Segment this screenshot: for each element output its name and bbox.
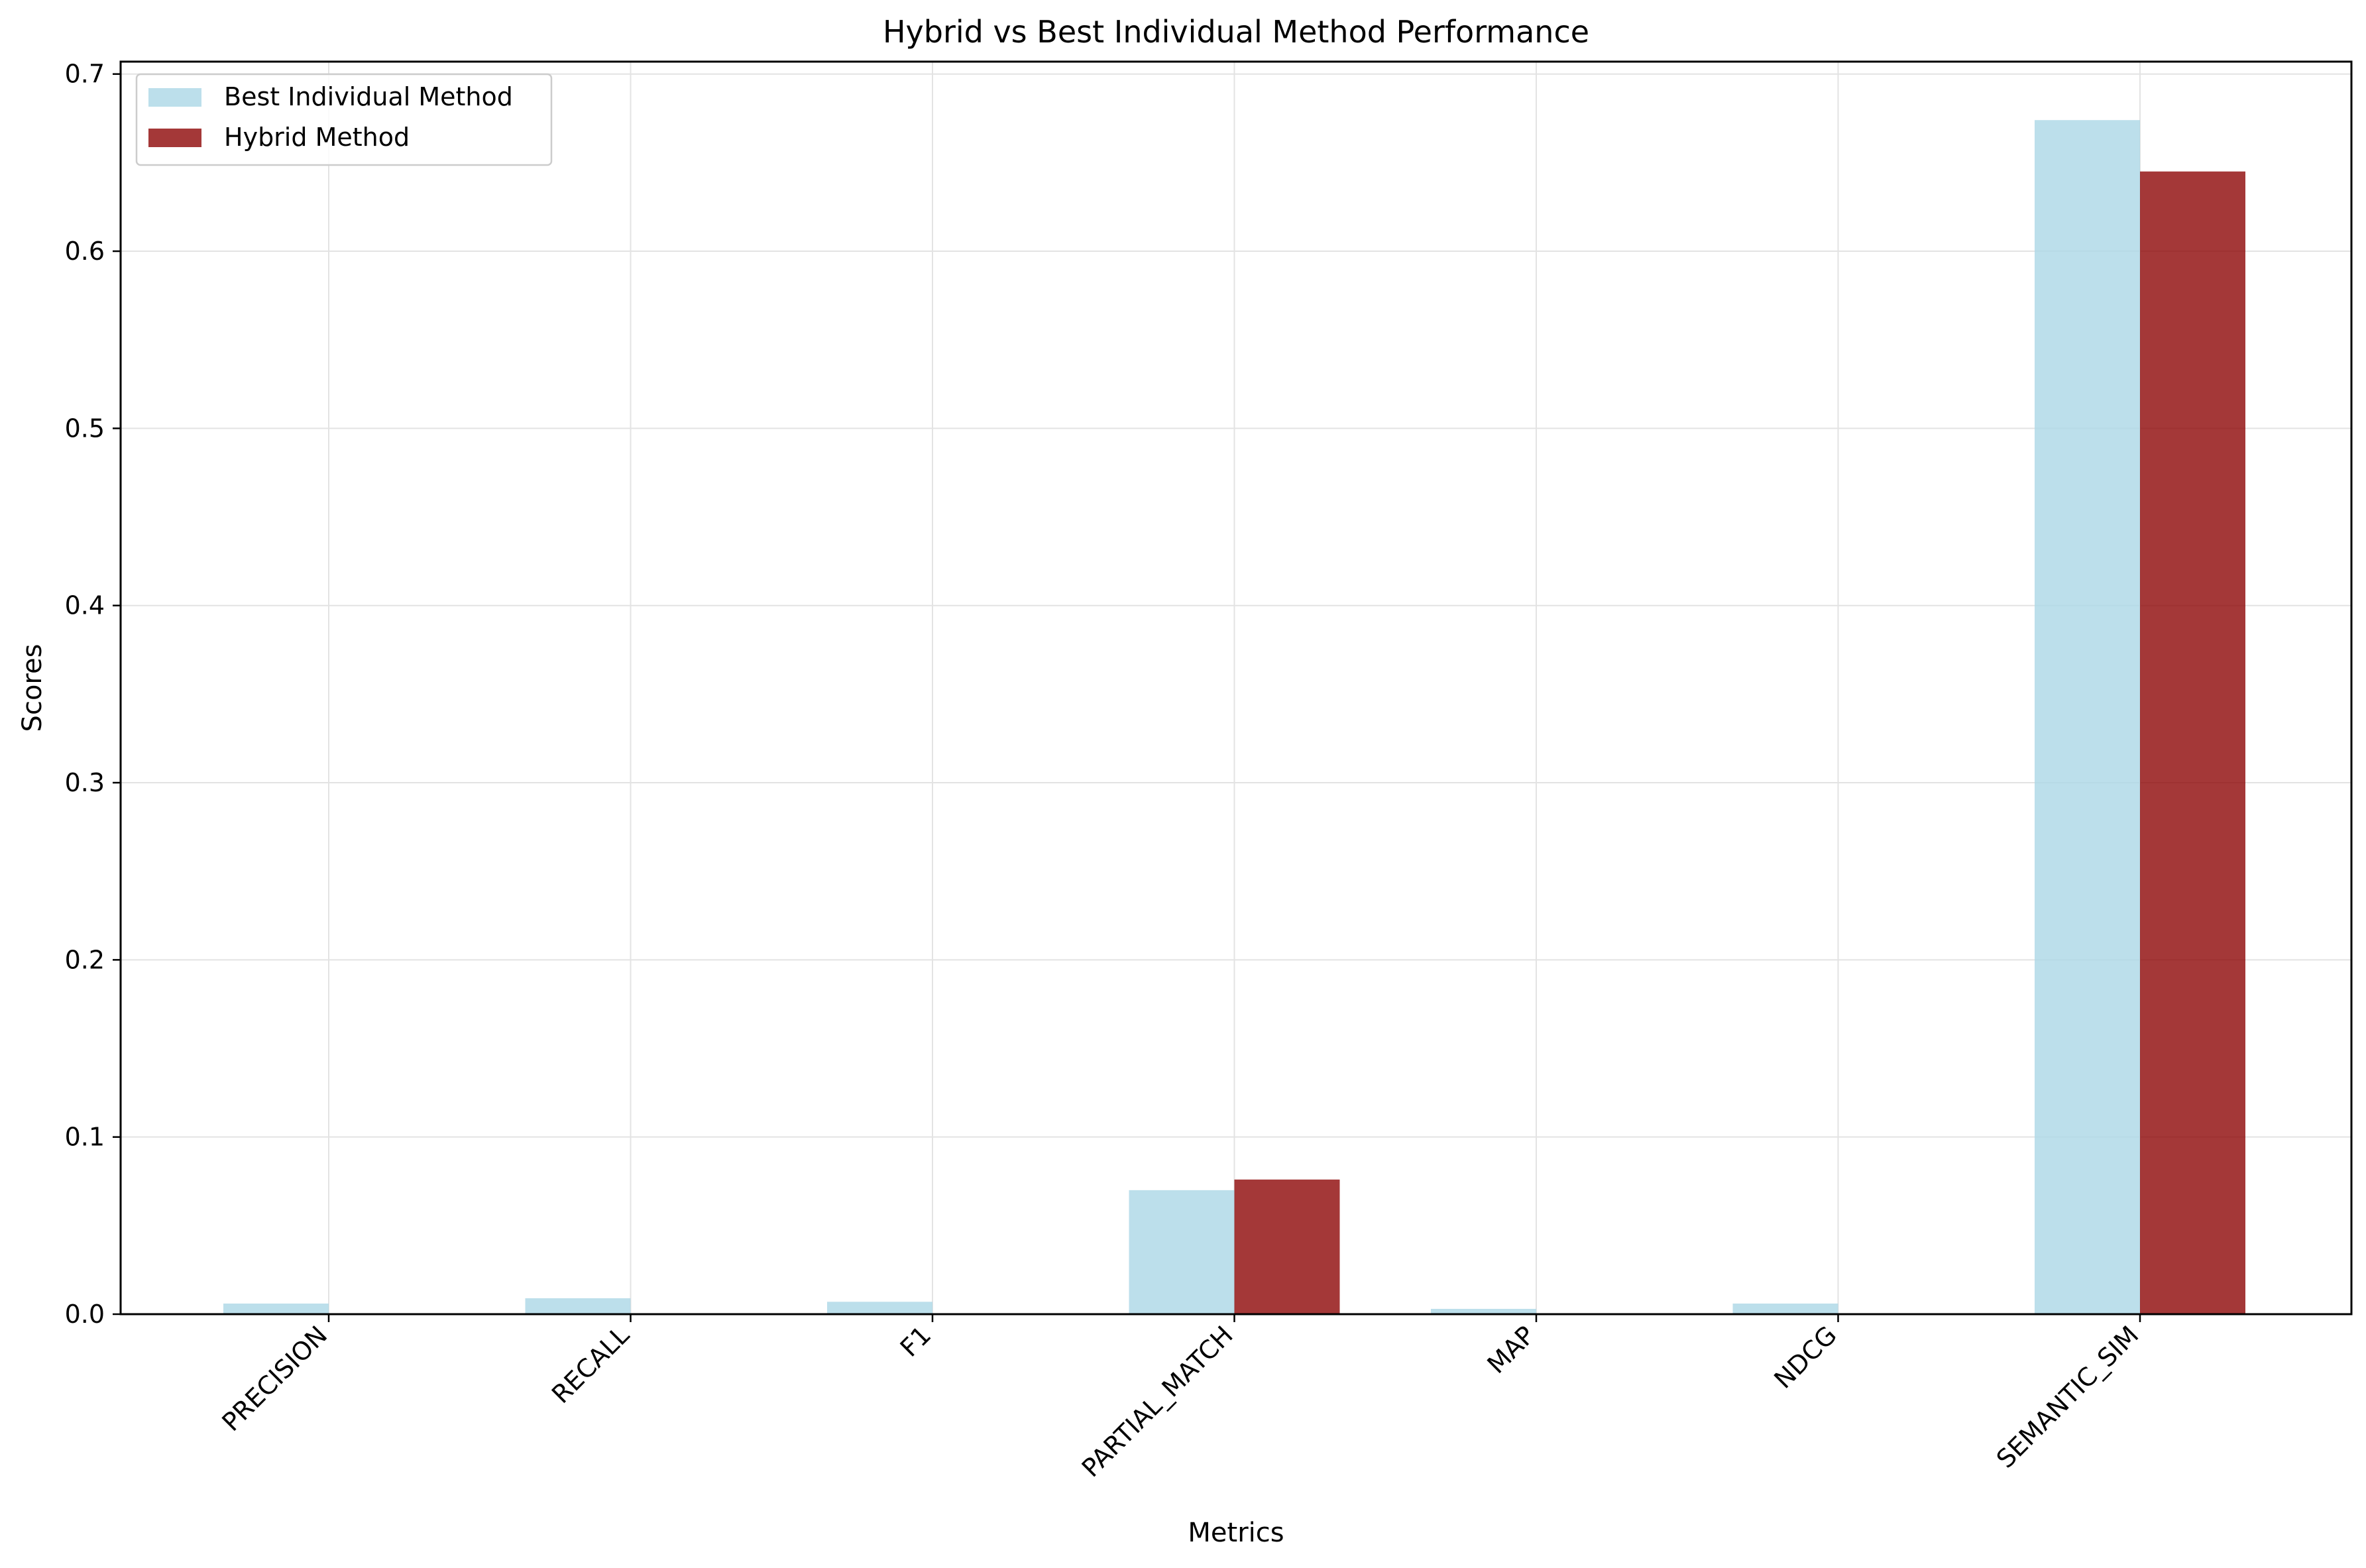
legend-swatch	[148, 129, 201, 147]
bar-hybrid-semantic_sim	[2140, 171, 2245, 1315]
bar-best-individual-partial_match	[1129, 1190, 1235, 1314]
y-tick-label: 0.7	[65, 60, 105, 89]
y-tick-label: 0.1	[65, 1123, 105, 1152]
legend-swatch	[148, 88, 201, 107]
y-tick-label: 0.3	[65, 768, 105, 797]
y-tick-label: 0.6	[65, 237, 105, 266]
bar-best-individual-recall	[525, 1298, 631, 1314]
y-tick-label: 0.2	[65, 945, 105, 974]
bars	[223, 120, 2245, 1315]
bar-hybrid-partial_match	[1234, 1179, 1340, 1314]
bar-best-individual-semantic_sim	[2035, 120, 2140, 1315]
legend: Best Individual Method Hybrid Method	[135, 73, 553, 166]
legend-label: Hybrid Method	[224, 123, 410, 152]
grid-lines	[121, 62, 2351, 1315]
y-axis-label: Scores	[17, 644, 48, 732]
x-axis-label: Metrics	[1188, 1518, 1284, 1548]
bar-best-individual-f1	[827, 1302, 932, 1314]
bar-best-individual-map	[1431, 1308, 1536, 1314]
bar-best-individual-precision	[223, 1303, 329, 1314]
y-axis: 0.0 0.1 0.2 0.3 0.4 0.5 0.6 0.7	[65, 60, 121, 1329]
bar-best-individual-ndcg	[1732, 1303, 1838, 1314]
y-tick-label: 0.4	[65, 591, 105, 620]
legend-box	[135, 73, 553, 166]
plot-frame	[119, 60, 2353, 1316]
y-tick-label: 0.0	[65, 1300, 105, 1329]
chart-title: Hybrid vs Best Individual Method Perform…	[883, 14, 1589, 50]
legend-label: Best Individual Method	[224, 82, 513, 111]
y-tick-label: 0.5	[65, 414, 105, 443]
